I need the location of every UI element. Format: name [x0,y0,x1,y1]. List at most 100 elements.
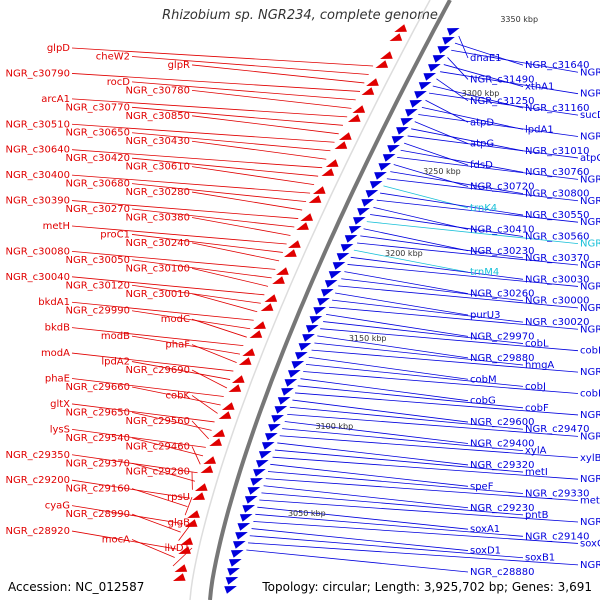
right-gene-label: NGR_c30020 [525,317,590,328]
right-leader [248,542,579,566]
left-feature [172,573,186,582]
right-leader [303,371,579,394]
right-feature [271,414,284,423]
right-feature [225,576,239,585]
right-leader [295,392,579,416]
right-feature [344,234,358,243]
left-feature [238,357,252,366]
left-gene-label: modC [161,314,190,325]
left-leader [191,115,339,135]
left-leader [131,56,369,75]
left-gene-label: arcA1 [41,94,70,105]
right-feature [428,63,441,72]
right-gene-label: lpdA1 [525,124,554,135]
right-leader [458,35,469,59]
right-feature [298,342,312,351]
right-feature [235,531,248,540]
right-leader [397,156,579,180]
left-gene-label: phaF [165,340,190,351]
left-leader [191,344,237,363]
right-feature [348,225,362,234]
right-leader [329,306,579,330]
left-leader [178,522,193,541]
left-feature [264,294,278,303]
right-leader [253,521,579,544]
right-leader [259,499,579,523]
right-leader [289,406,524,430]
right-gene-label: NGR_c30110 [580,281,600,292]
right-leader [297,385,524,409]
right-gene-label: NGR_c29190 [580,474,600,485]
right-gene-label: NGR_c31640 [525,60,590,71]
left-gene-label: NGR_c30430 [126,136,191,147]
right-leader [284,421,469,444]
left-feature [347,114,361,123]
left-leader [191,64,365,84]
right-feature [244,495,258,504]
left-gene-label: NGR_c30120 [66,280,131,291]
left-feature [174,564,188,573]
right-gene-label: cobM [470,374,497,385]
left-leader [71,200,299,219]
right-feature [281,387,294,396]
left-leader [71,479,190,499]
right-gene-label: NGR_c30030 [525,274,590,285]
right-gene-label: NGR_c29470 [525,424,590,435]
right-gene-label: NGR_c28880 [470,567,535,578]
right-leader [344,271,469,294]
left-feature [312,186,326,195]
left-leader [191,191,303,211]
accession-label: Accession: NC_012587 [8,580,145,594]
right-leader [353,249,469,273]
right-gene-label: NGR_c29520 [580,431,600,442]
right-gene-label: NGR_c29330 [525,488,590,499]
left-leader [71,276,265,296]
left-gene-label: NGR_c29280 [126,467,191,478]
left-feature [200,465,214,474]
right-leader [350,256,524,280]
right-gene-label: atpD [470,117,494,128]
left-gene-label: bkdB [45,323,70,334]
right-gene-label: xylA [525,446,547,457]
right-feature [255,459,269,468]
left-leader [71,73,361,92]
right-gene-label: cobF [525,403,549,414]
right-gene-label: dnaE1 [470,53,502,64]
right-gene-label: NGR_c30920 [580,132,600,143]
left-gene-label: rocD [107,77,131,88]
left-gene-label: mocA [102,535,130,546]
left-gene-label: NGR_c29560 [126,416,191,427]
right-feature [378,162,392,171]
right-gene-label: NGR_c29550 [580,410,600,421]
right-leader [332,299,524,323]
left-leader [71,250,276,270]
left-leader [191,446,201,465]
kbp-label: 3100 kbp [315,422,353,431]
feature-tracks [172,24,460,594]
left-feature [296,222,309,231]
left-feature [228,384,242,393]
left-feature [209,438,222,447]
right-leader [386,178,579,202]
left-gene-label: NGR_c30270 [66,204,131,215]
right-feature [328,270,342,279]
right-leader [360,235,524,259]
right-gene-label: NGR_c31160 [525,103,590,114]
left-gene-label: NGR_c30850 [126,111,191,122]
left-gene-label: NGR_c29370 [66,458,131,469]
right-leader [341,278,524,302]
left-leader [191,242,280,262]
right-feature [352,216,366,225]
right-leader [347,264,579,287]
left-leader [191,395,218,414]
right-feature [400,117,414,126]
right-gene-label: cobL [525,339,549,350]
right-gene-label: NGR_c30800 [525,189,590,200]
right-feature [284,378,298,387]
right-feature [253,468,266,477]
right-leader [373,206,469,230]
left-feature [253,321,266,330]
left-leader [191,369,228,389]
right-feature [437,45,451,54]
